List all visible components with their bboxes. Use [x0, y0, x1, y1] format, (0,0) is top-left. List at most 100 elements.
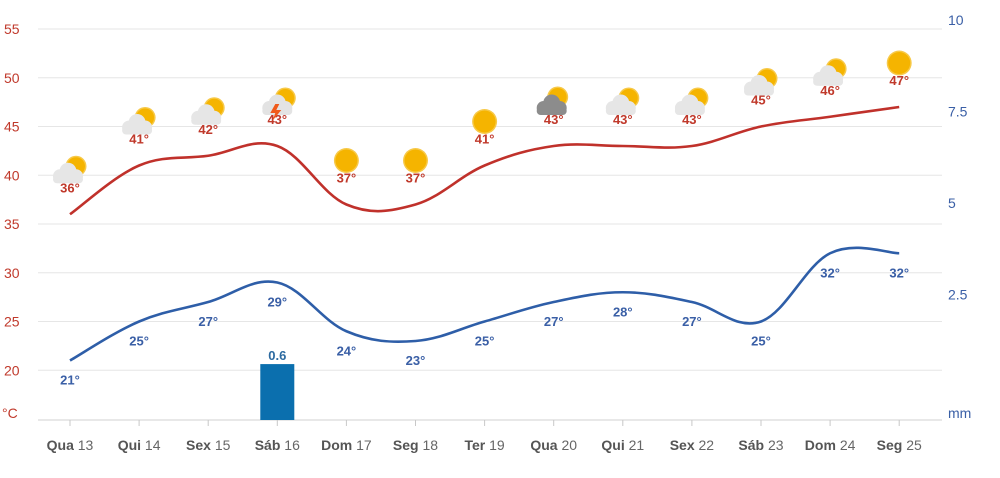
partly-cloudy-icon: [191, 97, 225, 125]
x-tick-day: Sex: [670, 437, 695, 453]
x-tick-label: Qui 14: [118, 437, 161, 453]
min-temp-label: 32°: [889, 265, 909, 280]
cloud-shape: [744, 75, 774, 96]
cloud-shape: [605, 94, 636, 115]
x-tick-label: Sáb 23: [738, 437, 783, 453]
series-line-min: [69, 246, 900, 362]
sun-disc: [473, 110, 496, 133]
x-tick-day: Seg: [877, 437, 903, 453]
max-temp-label: 37°: [337, 171, 357, 186]
max-temp-label: 37°: [406, 171, 426, 186]
max-temp-label: 41°: [475, 132, 495, 147]
x-tick-date: 13: [78, 437, 94, 453]
y-right-tick-label: 7.5: [948, 104, 968, 120]
max-temp-label: 42°: [198, 122, 218, 137]
min-temp-label: 27°: [682, 314, 702, 329]
y-right-tick-label: 2.5: [948, 287, 968, 303]
cloud-base: [744, 87, 774, 96]
y-right-tick-label: 5: [948, 195, 956, 211]
x-tick-label: Ter 19: [464, 437, 504, 453]
thunderstorm-icon: [262, 87, 296, 121]
x-tick-day: Seg: [393, 437, 419, 453]
max-temp-label: 46°: [820, 83, 840, 98]
partly-cloudy-icon: [53, 155, 87, 184]
sunny-icon: [472, 109, 498, 134]
x-tick-date: 20: [561, 437, 577, 453]
max-temp-label: 43°: [613, 112, 633, 127]
y-left-tick-label: 30: [4, 265, 20, 281]
precipitation-label: 0.6: [268, 348, 286, 363]
x-tick-day: Qui: [118, 437, 141, 453]
cloud-shape: [122, 114, 153, 135]
min-temp-label: 27°: [544, 314, 564, 329]
x-tick-label: Sáb 16: [255, 437, 300, 453]
x-tick-day: Sáb: [738, 437, 764, 453]
x-tick-day: Qua: [47, 437, 74, 453]
x-tick-day: Qua: [530, 437, 557, 453]
cloud-base: [191, 116, 222, 125]
y-left-tick-label: 45: [4, 119, 20, 135]
x-tick-day: Dom: [805, 437, 836, 453]
min-temp-label: 29°: [267, 295, 287, 310]
y-left-tick-label: 55: [4, 21, 20, 37]
max-temp-label: 45°: [751, 93, 771, 108]
min-temp-label: 28°: [613, 304, 633, 319]
cloud-base: [813, 77, 844, 86]
x-tick-label: Dom 17: [321, 437, 372, 453]
x-tick-date: 24: [840, 437, 856, 453]
partly-cloudy-icon: [813, 58, 847, 86]
x-tick-label: Qua 13: [47, 437, 94, 453]
partly-cloudy-icon: [744, 68, 778, 96]
y-left-unit-label: °C: [2, 405, 18, 421]
x-tick-date: 25: [906, 437, 922, 453]
x-tick-label: Qui 21: [601, 437, 644, 453]
min-temp-label: 25°: [475, 334, 495, 349]
min-temp-label: 23°: [406, 353, 426, 368]
cloudy-icon: [536, 86, 569, 115]
x-tick-day: Qui: [601, 437, 624, 453]
max-temp-label: 43°: [544, 112, 564, 127]
y-left-tick-label: 35: [4, 216, 20, 232]
partly-cloudy-icon: [674, 87, 709, 115]
cloud-shape: [53, 162, 83, 184]
x-tick-label: Seg 18: [393, 437, 438, 453]
y-left-tick-label: 25: [4, 314, 20, 330]
partly-cloudy-icon: [605, 87, 640, 115]
y-right-tick-label: 10: [948, 12, 964, 28]
max-temp-label: 43°: [682, 112, 702, 127]
cloud-base: [674, 107, 705, 115]
max-temp-label: 43°: [267, 112, 287, 127]
x-tick-date: 14: [145, 437, 161, 453]
cloud-shape: [813, 65, 844, 86]
cloud-base: [122, 126, 153, 135]
y-left-tick-label: 50: [4, 70, 20, 86]
min-temp-label: 24°: [337, 343, 357, 358]
lightning-bolt: [270, 104, 282, 121]
x-tick-label: Sex 15: [186, 437, 231, 453]
x-tick-date: 22: [699, 437, 715, 453]
sun-disc: [335, 149, 358, 172]
min-temp-label: 25°: [751, 334, 771, 349]
x-tick-date: 23: [768, 437, 784, 453]
x-tick-date: 16: [284, 437, 300, 453]
x-tick-label: Qua 20: [530, 437, 577, 453]
sunny-icon: [403, 148, 428, 173]
sun-disc: [404, 149, 427, 172]
min-temp-label: 21°: [60, 373, 80, 388]
x-tick-date: 21: [629, 437, 645, 453]
sunny-icon: [886, 50, 912, 76]
grid: [38, 28, 942, 421]
sunny-icon: [333, 148, 359, 173]
max-temp-label: 41°: [129, 132, 149, 147]
cloud-shape: [191, 104, 222, 125]
y-left-tick-label: 40: [4, 167, 20, 183]
x-tick-day: Dom: [321, 437, 352, 453]
max-temp-label: 47°: [889, 73, 909, 88]
y-right-unit-label: mm: [948, 405, 971, 421]
x-tick-label: Sex 22: [670, 437, 715, 453]
y-left-tick-label: 20: [4, 362, 20, 378]
x-tick-day: Sex: [186, 437, 211, 453]
cloud-base: [605, 107, 636, 115]
cloud-shape: [674, 94, 705, 115]
